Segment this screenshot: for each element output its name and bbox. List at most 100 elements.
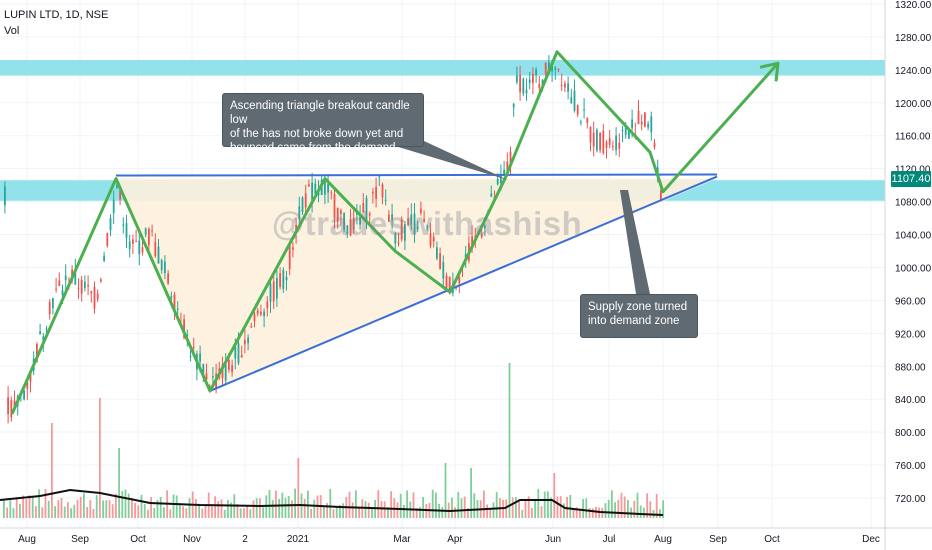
candle-body	[186, 334, 189, 336]
candle-body	[250, 325, 253, 328]
candle-body	[228, 359, 230, 370]
price-tick-label: 840.00	[895, 395, 926, 406]
pattern-zigzag-line[interactable]	[10, 50, 780, 415]
time-axis[interactable]: Aug Sep Oct Nov 2 2021 Mar Apr Jun Jul Aug Sep Oct De…	[0, 527, 932, 545]
volume-bar	[284, 498, 287, 518]
volume-bar	[508, 363, 511, 518]
candle-body	[384, 199, 387, 201]
candle-body	[199, 353, 201, 362]
zone-annotation-line: Supply zone turned	[588, 301, 688, 313]
candle-body	[45, 328, 48, 330]
volume-bar	[214, 496, 216, 518]
candle-body	[333, 193, 336, 218]
candle-body	[324, 179, 326, 195]
candle-body	[221, 364, 224, 379]
volume-bar	[643, 507, 645, 518]
volume-bar	[19, 503, 21, 518]
candle-body	[596, 129, 598, 151]
candle-body	[621, 130, 624, 132]
volume-bar	[364, 501, 367, 518]
volume-ma-line	[0, 488, 664, 516]
candle-body	[570, 97, 573, 103]
volume-bar	[534, 500, 536, 518]
candle-body	[253, 314, 256, 322]
price-tick-label: 1080.00	[895, 198, 932, 209]
volume-bar	[294, 488, 296, 518]
volume-bar	[86, 507, 88, 518]
candle-body	[244, 340, 246, 345]
candle-body	[61, 290, 64, 296]
volume-bar	[323, 505, 325, 518]
candle-body	[628, 130, 630, 139]
price-axis[interactable]: 1320.00 1280.00 1240.00 1200.00 1160.00 1120.…	[884, 0, 932, 550]
candle-body	[653, 142, 656, 148]
candle-body	[74, 269, 77, 285]
candle-body	[480, 233, 483, 238]
volume-bar	[505, 499, 508, 518]
candle-body	[589, 127, 592, 143]
candle-body	[660, 190, 662, 200]
volume-bar	[470, 468, 472, 518]
candle-body	[490, 193, 493, 197]
candle-body	[381, 184, 384, 198]
candle-body	[269, 283, 272, 302]
volume-bar	[649, 501, 652, 518]
volume-bar	[201, 508, 204, 518]
time-tick-label: 2021	[287, 534, 310, 545]
candle-body	[301, 197, 304, 213]
volume-bar	[659, 509, 661, 518]
candle-body	[285, 276, 288, 281]
breakout-annotation[interactable]: Ascending triangle breakout candle low o…	[222, 93, 424, 168]
candle-body	[413, 213, 416, 235]
volume-bar	[44, 488, 47, 518]
breakout-annotation-line: of the has not broke down yet and	[230, 128, 404, 140]
candle-body	[535, 69, 537, 76]
volume-bar	[35, 506, 37, 518]
candle-body	[631, 119, 633, 129]
volume-bar	[463, 496, 466, 518]
breakout-annotation-line: bounced came from the demand zone	[230, 142, 396, 168]
price-tick-label: 920.00	[895, 329, 926, 340]
candle-body	[304, 193, 307, 208]
volume-bar	[563, 503, 565, 518]
volume-bar	[575, 507, 578, 518]
volume-bar	[431, 489, 434, 518]
time-tick-label: Jun	[545, 534, 561, 545]
volume-bar	[339, 504, 341, 518]
time-tick-label: Dec	[862, 534, 880, 545]
candle-body	[592, 132, 595, 147]
volume-bar	[223, 509, 226, 518]
candle-body	[39, 331, 41, 335]
volume-bar	[249, 509, 252, 518]
candle-body	[29, 372, 32, 382]
volume-bar	[335, 505, 338, 518]
volume-bar	[451, 497, 453, 518]
resistance-line[interactable]	[115, 173, 718, 177]
candle-body	[100, 279, 102, 282]
candle-body	[442, 262, 445, 279]
volume-bar	[230, 502, 232, 518]
candle-body	[141, 247, 144, 253]
zone-annotation[interactable]: Supply zone turned into demand zone	[580, 294, 698, 338]
candle-body	[157, 246, 160, 264]
volume-bar	[326, 503, 328, 518]
candle-body	[362, 202, 365, 213]
candle-body	[496, 178, 499, 185]
candle-body	[436, 247, 438, 259]
volume-bar	[380, 501, 383, 518]
volume-bar	[543, 491, 546, 518]
volume-bar	[406, 490, 408, 518]
candle-body	[458, 277, 461, 284]
candle-body	[125, 223, 128, 238]
candle-body	[420, 208, 422, 213]
volume-bar	[390, 491, 392, 518]
volume-bar	[515, 497, 517, 518]
volume-bar	[121, 491, 124, 518]
candle-body	[346, 225, 349, 235]
volume-bar	[441, 507, 444, 518]
volume-bar	[271, 499, 274, 518]
supply-demand-zone[interactable]	[0, 59, 885, 76]
volume-bar	[12, 508, 15, 518]
price-tick-label: 1040.00	[895, 231, 932, 242]
